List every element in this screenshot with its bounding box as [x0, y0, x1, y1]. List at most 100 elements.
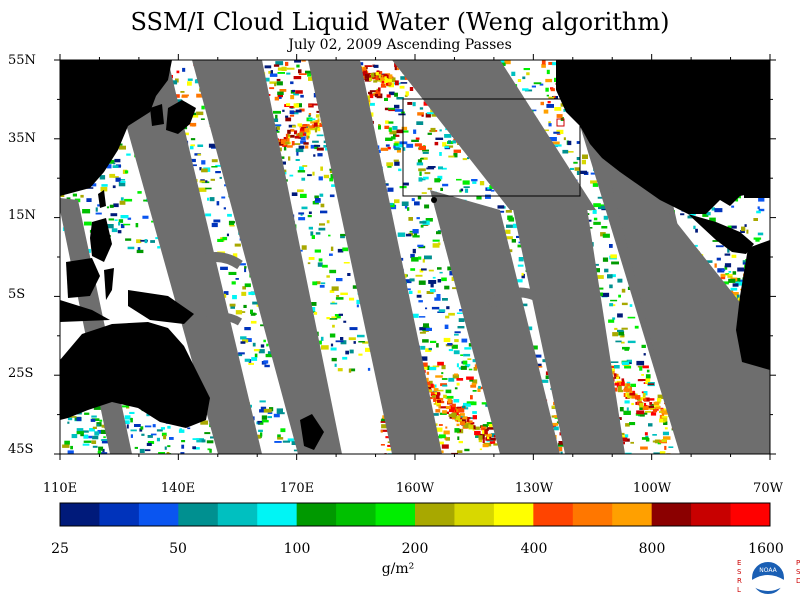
cloud-water-cell [377, 149, 381, 153]
cloud-water-cell [251, 357, 258, 361]
cloud-water-cell [756, 210, 761, 214]
cloud-water-cell [445, 426, 448, 429]
cloud-water-cell [123, 223, 131, 226]
cloud-water-cell [279, 97, 282, 99]
cloud-water-cell [746, 229, 749, 234]
cloud-water-cell [627, 340, 636, 344]
cloud-water-cell [86, 187, 94, 189]
cloud-water-cell [493, 443, 498, 446]
cloud-water-cell [318, 176, 323, 181]
cloud-water-cell [515, 279, 523, 283]
cloud-water-cell [199, 180, 206, 183]
cloud-water-cell [422, 339, 429, 343]
swath-gap [308, 60, 442, 454]
cloud-water-cell [217, 238, 224, 242]
cloud-water-cell [430, 127, 436, 133]
cloud-water-cell [547, 101, 551, 104]
cloud-water-cell [540, 101, 544, 106]
cloud-water-cell [452, 374, 459, 379]
cloud-water-cell [313, 154, 316, 157]
cloud-water-cell [299, 132, 303, 136]
cloud-water-cell [314, 127, 318, 133]
cloud-water-cell [438, 389, 444, 392]
cloud-water-cell [388, 74, 393, 79]
cloud-water-cell [427, 132, 432, 135]
cloud-water-cell [504, 60, 511, 65]
cloud-water-cell [384, 76, 387, 79]
cloud-water-cell [655, 405, 661, 410]
cloud-water-cell [414, 232, 418, 237]
cloud-water-cell [553, 95, 556, 99]
cloud-water-cell [428, 269, 434, 272]
cloud-water-cell [421, 365, 428, 370]
cloud-water-cell [340, 337, 344, 341]
cloud-water-cell [623, 410, 631, 415]
cloud-water-cell [720, 275, 726, 280]
cloud-water-cell [419, 107, 424, 110]
cloud-water-cell [466, 417, 471, 420]
cloud-water-cell [456, 178, 462, 181]
cloud-water-cell [364, 65, 372, 67]
cloud-water-cell [112, 162, 116, 165]
cloud-water-cell [411, 257, 419, 262]
cloud-water-cell [412, 102, 416, 107]
cloud-water-cell [381, 80, 385, 84]
cloud-water-cell [273, 118, 279, 122]
cloud-water-cell [548, 123, 552, 127]
cloud-water-cell [147, 441, 155, 444]
cloud-water-cell [97, 204, 102, 207]
colorbar-swatch [375, 503, 416, 526]
cloud-water-cell [279, 89, 287, 92]
cloud-water-cell [101, 184, 108, 187]
cloud-water-cell [130, 429, 137, 432]
cloud-water-cell [517, 244, 524, 248]
cloud-water-cell [425, 307, 428, 310]
cloud-water-cell [187, 427, 191, 430]
cloud-water-cell [290, 95, 295, 100]
cloud-water-cell [331, 184, 336, 187]
cloud-water-cell [619, 407, 624, 412]
cloud-water-cell [657, 394, 665, 399]
cloud-water-cell [393, 132, 397, 137]
lon-label-160w: 160W [395, 481, 435, 496]
cloud-water-cell [182, 67, 186, 72]
cloud-water-cell [531, 85, 536, 88]
cloud-water-cell [437, 441, 444, 445]
cloud-water-cell [286, 72, 291, 75]
cloud-water-cell [396, 129, 403, 134]
cloud-water-cell [462, 416, 468, 420]
cloud-water-cell [438, 434, 446, 439]
cloud-water-cell [181, 95, 188, 98]
cloud-water-cell [404, 94, 408, 97]
cloud-water-cell [421, 157, 428, 160]
cloud-water-cell [308, 118, 316, 121]
cloud-water-cell [137, 191, 142, 194]
cloud-water-cell [456, 312, 463, 314]
cloud-water-cell [294, 130, 298, 135]
cloud-water-cell [423, 176, 429, 180]
cloud-water-cell [460, 354, 463, 356]
cloud-water-cell [556, 447, 563, 452]
cloud-water-cell [627, 386, 632, 392]
cloud-water-cell [181, 444, 185, 449]
cloud-water-cell [598, 287, 604, 290]
cloud-water-cell [389, 130, 397, 135]
cloud-water-cell [358, 62, 364, 66]
japan [166, 100, 196, 134]
cloud-water-cell [265, 353, 273, 358]
cloud-water-cell [285, 115, 289, 118]
cloud-water-cell [294, 135, 299, 139]
cloud-water-cell [108, 159, 115, 164]
cloud-water-cell [340, 340, 347, 345]
cloud-water-cell [396, 148, 402, 153]
cloud-water-cell [445, 315, 450, 319]
cloud-water-cell [242, 339, 249, 343]
cloud-water-cell [315, 114, 320, 118]
cloud-water-cell [621, 378, 625, 384]
cloud-water-cell [329, 333, 336, 338]
cloud-water-cell [313, 122, 318, 127]
cloud-water-cell [329, 318, 338, 320]
lon-label-170e: 170E [279, 481, 315, 496]
cloud-water-cell [179, 428, 182, 431]
cloud-water-cell [576, 141, 581, 144]
